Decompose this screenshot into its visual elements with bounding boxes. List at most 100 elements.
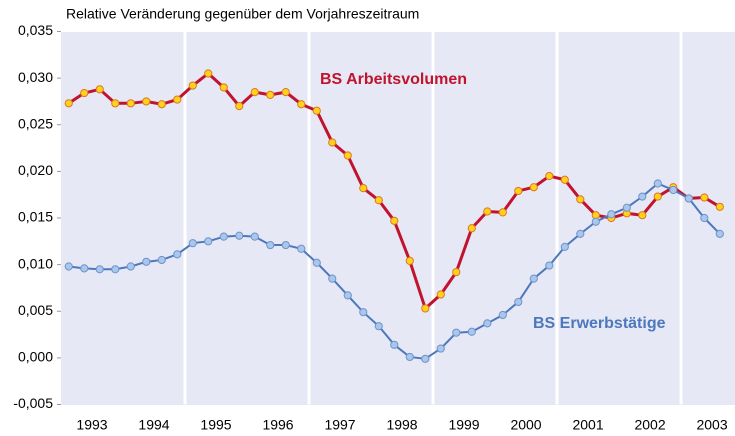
data-point [359,184,368,193]
y-tick-label: 0,035 [18,22,53,38]
data-point [111,265,120,274]
data-point [188,81,197,90]
x-tick-label: 1996 [262,417,293,433]
data-point [219,83,228,92]
data-point [545,171,554,181]
data-point [498,208,507,217]
x-tick-label: 2002 [634,417,665,433]
data-point [700,213,709,223]
chart-title: Relative Veränderung gegenüber dem Vorja… [66,6,419,22]
data-point [638,211,647,220]
plot-area [61,32,735,405]
x-tick-label: 2001 [572,417,603,433]
data-point [328,138,337,147]
data-point [235,102,244,111]
data-point [421,304,430,313]
data-point [204,237,213,246]
data-point [529,183,538,192]
data-point [576,195,585,204]
x-tick-label: 1993 [76,417,107,433]
data-point [638,192,647,201]
data-point [405,256,414,265]
x-tick-label: 2000 [510,417,541,433]
data-point [390,216,399,225]
data-point [684,194,693,203]
data-point [235,231,244,240]
data-point [514,297,523,307]
data-point [157,255,166,265]
data-point [529,274,538,283]
data-point [374,322,383,331]
data-point [514,186,523,196]
x-tick-label: 1997 [324,417,355,433]
data-point [266,240,275,250]
y-tick-label: 0,025 [18,115,53,131]
data-point [297,100,306,109]
y-tick-label: 0,015 [18,209,53,225]
data-point [622,203,631,212]
data-point [545,261,554,270]
data-point [560,175,569,184]
y-tick-label: 0,020 [18,162,53,178]
data-point [281,240,290,250]
data-point [126,99,135,108]
data-point [173,250,182,259]
y-tick-label: 0,000 [18,349,53,365]
series-label: BS Arbeitsvolumen [320,71,467,88]
data-point [343,151,352,160]
data-point [374,196,383,205]
data-point [204,69,213,78]
data-point [576,229,585,238]
y-tick-label: -0,005 [13,395,53,411]
data-point [126,262,135,271]
x-tick-label: 1994 [138,417,169,433]
data-point [390,340,399,349]
data-point [653,179,662,188]
data-point [250,88,259,97]
y-tick-label: 0,010 [18,255,53,271]
x-tick-label: 1995 [200,417,231,433]
data-point [591,217,600,226]
data-point [715,229,724,238]
data-point [436,290,445,299]
data-point [80,264,89,273]
data-point [328,274,337,283]
data-point [467,327,476,336]
x-tick-label: 1999 [448,417,479,433]
data-point [173,95,182,104]
data-point [436,344,445,353]
data-point [312,258,321,267]
data-point [700,193,709,202]
data-point [250,232,259,241]
data-point [452,328,461,337]
data-point [452,267,461,277]
data-point [483,207,492,216]
data-point [483,319,492,328]
data-point [111,99,120,108]
data-point [343,291,352,300]
data-point [467,224,476,233]
data-point [64,99,73,108]
data-point [715,202,724,211]
data-point [498,310,507,320]
data-point [560,242,569,252]
data-point [95,85,104,94]
data-point [669,185,678,195]
data-point [607,210,616,219]
x-tick-label: 2003 [696,417,727,433]
data-point [266,90,275,100]
series-label: BS Erwerbstätige [533,315,666,332]
y-tick-label: 0,005 [18,302,53,318]
data-point [421,354,430,363]
data-point [281,88,290,97]
data-point [157,100,166,109]
y-tick-label: 0,030 [18,69,53,85]
data-point [80,88,89,98]
data-point [219,232,228,241]
data-point [405,352,414,362]
data-point [95,265,104,274]
data-point [142,97,151,106]
x-tick-label: 1998 [386,417,417,433]
data-point [653,192,662,201]
